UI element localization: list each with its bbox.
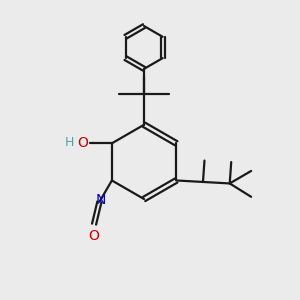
Text: O: O: [77, 136, 88, 150]
Text: O: O: [88, 229, 100, 243]
Text: N: N: [96, 193, 106, 207]
Text: H: H: [65, 136, 74, 149]
